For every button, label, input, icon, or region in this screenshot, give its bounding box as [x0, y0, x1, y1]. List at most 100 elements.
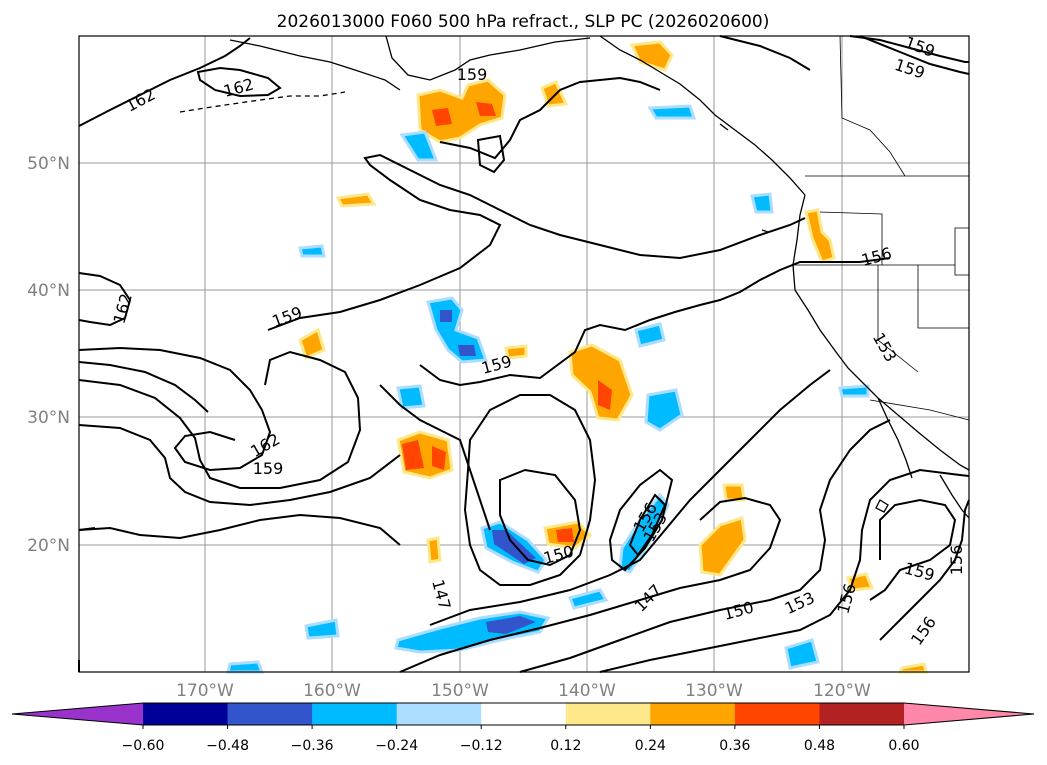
west-coast	[792, 194, 970, 471]
colorbar-tick-label: −0.60	[122, 738, 165, 754]
colorbar-segment	[227, 703, 313, 725]
contour-label: 159	[457, 65, 488, 84]
pos-anomaly-small2	[335, 192, 377, 208]
colorbar-ticks: −0.60 −0.48 −0.36 −0.24 −0.12 0.12 0.24 0.36 0.4…	[122, 725, 920, 754]
neg-anomaly-small8	[298, 244, 326, 258]
neg-anomaly-small10	[838, 384, 870, 398]
colorbar-segment	[143, 703, 229, 725]
lon-label-120w: 120°W	[813, 681, 871, 701]
contour-156-band	[599, 468, 970, 673]
border-alaska-canada	[839, 35, 906, 177]
lon-label-170w: 170°W	[176, 681, 234, 701]
colorbar-tick-label: 0.12	[550, 738, 581, 754]
colorbar-tick-label: 0.36	[719, 738, 750, 754]
contour-small-closed	[476, 134, 506, 174]
neg-anomaly-small7	[304, 618, 340, 640]
map-frame	[78, 35, 970, 673]
contour-150-loop	[463, 394, 597, 586]
colorbar-segment	[396, 703, 482, 725]
neg-anomaly-central-core2	[458, 345, 476, 356]
pos-anomaly-small5	[722, 483, 746, 502]
lat-label-50n: 50°N	[27, 154, 70, 174]
colorbar-tick-label: 0.48	[804, 738, 835, 754]
anomaly-shading	[226, 40, 928, 674]
contour-159-east	[869, 498, 957, 601]
map-title: 2026013000 F060 500 hPa refract., SLP PC…	[277, 12, 770, 32]
contour-153-band	[519, 419, 891, 673]
baja-california	[877, 397, 913, 479]
lat-label-40n: 40°N	[27, 281, 70, 301]
colorbar-tick-label: −0.12	[460, 738, 503, 754]
contour-153-mid	[379, 384, 491, 531]
pos-anomaly-central-core	[598, 380, 612, 410]
pos-anomaly-small4-core	[556, 528, 574, 542]
lon-label-150w: 150°W	[431, 681, 489, 701]
lat-label-20n: 20°N	[27, 536, 70, 556]
colorbar-tick-label: −0.48	[206, 738, 249, 754]
neg-anomaly-small9	[226, 660, 265, 674]
contour-159-mid	[267, 153, 806, 331]
neg-anomaly-small5	[750, 192, 774, 214]
contour-150-east	[608, 468, 674, 572]
colorbar-segment	[734, 703, 820, 725]
contour-156-loop	[78, 350, 362, 489]
pos-anomaly-small1	[540, 80, 569, 108]
pos-anomaly-gulf-alaska-core	[432, 108, 452, 126]
map-panel: 162 162 162 162 159 159 159 159 159 159 …	[78, 33, 970, 674]
lat-label-30n: 30°N	[27, 408, 70, 428]
neg-anomaly-small6	[784, 638, 820, 670]
colorbar-tick-label: 0.60	[888, 738, 919, 754]
neg-anomaly-small2	[399, 130, 439, 162]
neg-anomaly-central-core	[440, 310, 452, 322]
border-us-mexico	[869, 399, 970, 421]
neg-anomaly-small4	[396, 384, 426, 410]
borders	[793, 35, 970, 421]
contour-147-band	[429, 369, 831, 626]
contour-159-north	[439, 76, 661, 160]
colorbar: −0.60 −0.48 −0.36 −0.24 −0.12 0.12 0.24 0.36 0.4…	[11, 702, 1035, 754]
lon-label-140w: 140°W	[558, 681, 616, 701]
pos-anomaly-east	[698, 516, 747, 577]
colorbar-segments	[143, 703, 905, 725]
neg-anomaly-small1	[634, 322, 666, 348]
pos-anomaly-west-core2	[432, 446, 446, 470]
pos-anomaly-gulf-alaska-core2	[476, 102, 496, 116]
lon-label-160w: 160°W	[303, 681, 361, 701]
neg-anomaly-southwest-core	[486, 616, 536, 634]
colorbar-tick-label: −0.24	[375, 738, 418, 754]
latitude-labels: 50°N 40°N 30°N 20°N	[27, 154, 70, 556]
colorbar-tick-label: −0.36	[291, 738, 334, 754]
pos-anomaly-small3	[298, 327, 326, 361]
contour-159-loop	[78, 346, 272, 472]
colorbar-extend-low	[12, 703, 143, 725]
lon-label-130w: 130°W	[685, 681, 743, 701]
contour-162-ne	[719, 35, 811, 71]
pos-anomaly-small7	[426, 536, 442, 564]
contour-147-loop	[499, 468, 582, 567]
pos-anomaly-gulf-alaska	[416, 78, 507, 144]
state-borders	[793, 211, 970, 373]
pos-anomaly-pnw	[804, 208, 836, 264]
contour-159-ne2	[859, 35, 970, 75]
pos-anomaly-small8	[504, 344, 528, 360]
colorbar-segment	[481, 703, 567, 725]
slp-contours	[78, 35, 970, 673]
neg-anomaly-small3	[647, 104, 697, 120]
contour-162-closed	[196, 66, 282, 98]
colorbar-segment	[650, 703, 736, 725]
colorbar-segment	[819, 703, 905, 725]
contour-162-west	[78, 272, 132, 327]
contour-150-band	[399, 496, 782, 673]
gridlines	[79, 36, 969, 672]
contour-label: 156	[947, 545, 966, 576]
contour-156-east	[879, 499, 970, 641]
alaska-coast	[229, 35, 806, 196]
contour-159-ne	[849, 35, 969, 63]
neg-anomaly-east-central	[644, 388, 684, 432]
pos-anomaly-west-core	[402, 440, 424, 470]
contour-label: 159	[253, 459, 284, 478]
colorbar-tick-label: 0.24	[635, 738, 666, 754]
colorbar-segment	[312, 703, 398, 725]
colorbar-extend-high	[904, 703, 1034, 725]
